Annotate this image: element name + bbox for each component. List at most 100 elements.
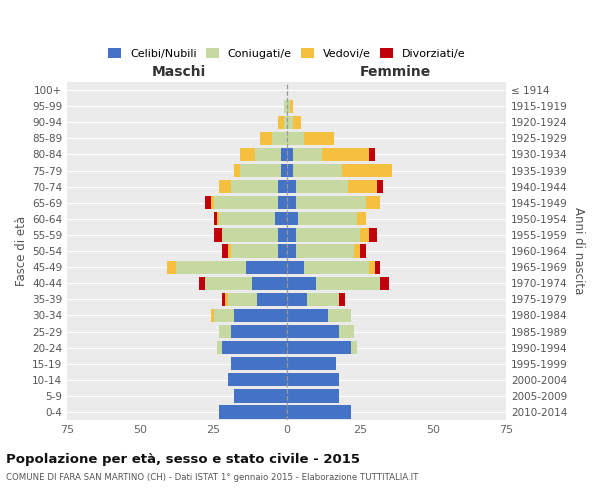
Bar — [281, 148, 287, 161]
Bar — [287, 293, 307, 306]
Bar — [293, 116, 301, 129]
Bar — [275, 212, 287, 226]
Bar — [260, 132, 272, 145]
Bar — [287, 341, 351, 354]
Bar — [217, 212, 220, 226]
Bar — [278, 228, 287, 241]
Bar — [287, 325, 340, 338]
Text: Maschi: Maschi — [151, 65, 206, 79]
Y-axis label: Fasce di età: Fasce di età — [15, 216, 28, 286]
Bar — [220, 180, 231, 194]
Bar — [360, 244, 366, 258]
Bar — [278, 116, 284, 129]
Bar — [220, 325, 231, 338]
Text: Femmine: Femmine — [359, 65, 431, 79]
Bar — [287, 406, 351, 418]
Bar — [246, 260, 287, 274]
Bar — [214, 212, 217, 226]
Bar — [351, 341, 357, 354]
Bar — [307, 293, 340, 306]
Text: Popolazione per età, sesso e stato civile - 2015: Popolazione per età, sesso e stato civil… — [6, 452, 360, 466]
Bar — [296, 228, 360, 241]
Bar — [287, 309, 328, 322]
Bar — [223, 228, 278, 241]
Bar — [223, 293, 225, 306]
Bar — [354, 244, 360, 258]
Bar — [360, 228, 368, 241]
Bar — [287, 116, 293, 129]
Bar — [205, 196, 211, 209]
Bar — [287, 212, 298, 226]
Bar — [368, 260, 374, 274]
Bar — [281, 164, 287, 177]
Bar — [211, 196, 214, 209]
Bar — [293, 164, 343, 177]
Bar — [287, 196, 296, 209]
Bar — [205, 276, 251, 290]
Bar — [284, 100, 287, 112]
Bar — [374, 260, 380, 274]
Legend: Celibi/Nubili, Coniugati/e, Vedovi/e, Divorziati/e: Celibi/Nubili, Coniugati/e, Vedovi/e, Di… — [103, 44, 470, 64]
Bar — [304, 132, 334, 145]
Bar — [293, 148, 322, 161]
Bar — [228, 374, 287, 386]
Bar — [304, 260, 368, 274]
Bar — [217, 341, 223, 354]
Bar — [322, 148, 368, 161]
Bar — [357, 212, 366, 226]
Bar — [234, 164, 240, 177]
Bar — [287, 100, 290, 112]
Bar — [228, 244, 231, 258]
Text: COMUNE DI FARA SAN MARTINO (CH) - Dati ISTAT 1° gennaio 2015 - Elaborazione TUTT: COMUNE DI FARA SAN MARTINO (CH) - Dati I… — [6, 472, 418, 482]
Bar — [348, 180, 377, 194]
Bar — [214, 196, 278, 209]
Bar — [340, 325, 354, 338]
Bar — [278, 244, 287, 258]
Bar — [377, 180, 383, 194]
Bar — [223, 341, 287, 354]
Bar — [251, 276, 287, 290]
Bar — [231, 325, 287, 338]
Bar — [316, 276, 380, 290]
Bar — [296, 180, 348, 194]
Bar — [278, 180, 287, 194]
Bar — [214, 228, 223, 241]
Bar — [231, 357, 287, 370]
Bar — [328, 309, 351, 322]
Bar — [228, 293, 257, 306]
Bar — [214, 309, 234, 322]
Bar — [298, 212, 357, 226]
Bar — [234, 309, 287, 322]
Bar — [278, 196, 287, 209]
Bar — [287, 180, 296, 194]
Bar — [366, 196, 380, 209]
Bar — [340, 293, 345, 306]
Bar — [368, 228, 377, 241]
Bar — [287, 357, 337, 370]
Bar — [240, 164, 281, 177]
Bar — [199, 276, 205, 290]
Bar — [296, 244, 354, 258]
Bar — [296, 196, 366, 209]
Y-axis label: Anni di nascita: Anni di nascita — [572, 208, 585, 295]
Bar — [380, 276, 389, 290]
Bar — [234, 390, 287, 402]
Bar — [254, 148, 281, 161]
Bar — [287, 374, 340, 386]
Bar — [257, 293, 287, 306]
Bar — [287, 148, 293, 161]
Bar — [368, 148, 374, 161]
Bar — [225, 293, 228, 306]
Bar — [240, 148, 254, 161]
Bar — [220, 406, 287, 418]
Bar — [223, 244, 228, 258]
Bar — [211, 309, 214, 322]
Bar — [287, 228, 296, 241]
Bar — [284, 116, 287, 129]
Bar — [287, 276, 316, 290]
Bar — [287, 260, 304, 274]
Bar — [290, 100, 293, 112]
Bar — [231, 244, 278, 258]
Bar — [272, 132, 287, 145]
Bar — [287, 244, 296, 258]
